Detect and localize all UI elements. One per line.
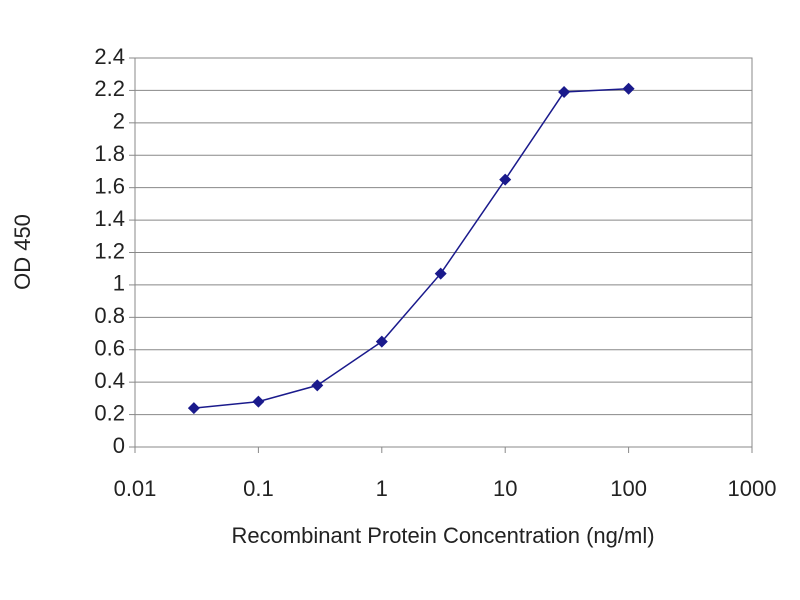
- x-axis-title: Recombinant Protein Concentration (ng/ml…: [231, 523, 654, 548]
- data-point: [252, 395, 265, 408]
- y-tick-label: 0: [113, 433, 125, 458]
- y-tick-label: 0.8: [94, 303, 125, 328]
- y-tick-label: 0.4: [94, 368, 125, 393]
- y-tick-label: 1.2: [94, 238, 125, 263]
- y-axis-title: OD 450: [10, 214, 35, 290]
- y-tick-label: 2: [113, 109, 125, 134]
- data-point: [558, 86, 571, 99]
- x-tick-label: 10: [493, 476, 517, 501]
- y-tick-label: 2.4: [94, 44, 125, 69]
- y-tick-label: 2.2: [94, 76, 125, 101]
- y-tick-label: 1.4: [94, 206, 125, 231]
- data-line: [193, 88, 629, 409]
- y-tick-label: 1: [113, 271, 125, 296]
- data-point: [311, 379, 324, 392]
- y-tick-label: 0.2: [94, 400, 125, 425]
- y-tick-label: 1.6: [94, 173, 125, 198]
- x-tick-label: 0.01: [114, 476, 157, 501]
- data-point: [375, 335, 388, 348]
- x-tick-label: 1: [376, 476, 388, 501]
- y-tick-label: 1.8: [94, 141, 125, 166]
- x-tick-label: 0.1: [243, 476, 274, 501]
- data-point: [499, 173, 512, 186]
- x-tick-label: 100: [610, 476, 647, 501]
- data-point: [434, 267, 447, 280]
- y-tick-label: 0.6: [94, 336, 125, 361]
- x-tick-label: 1000: [728, 476, 777, 501]
- data-point: [187, 402, 200, 415]
- data-point: [622, 82, 635, 95]
